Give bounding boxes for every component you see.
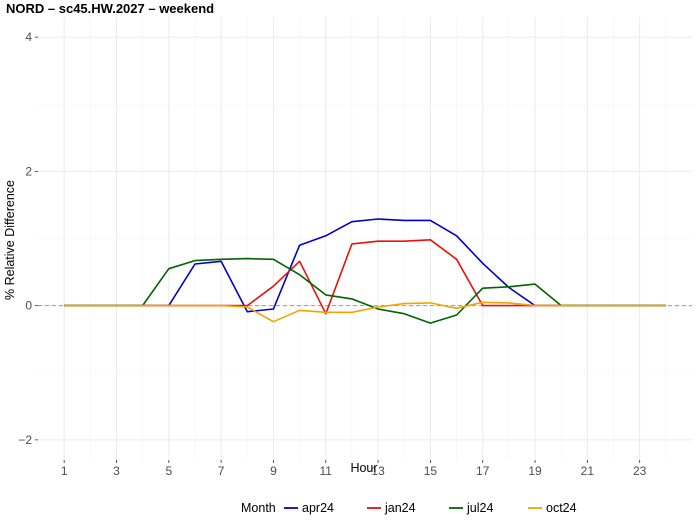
x-tick-label: 7 bbox=[218, 464, 225, 478]
grid bbox=[38, 17, 692, 460]
x-tick-label: 5 bbox=[165, 464, 172, 478]
series-line-apr24 bbox=[64, 218, 666, 313]
y-tick-label: −2 bbox=[18, 433, 32, 447]
x-tick-label: 21 bbox=[581, 464, 595, 478]
x-tick-label: 15 bbox=[424, 464, 438, 478]
legend-label-jul24: jul24 bbox=[466, 501, 493, 515]
x-tick-label: 1 bbox=[61, 464, 68, 478]
x-tick-labels: 1 3 5 7 9 11 13 15 17 19 21 23 bbox=[61, 460, 647, 478]
series-lines bbox=[64, 218, 666, 324]
legend: Month apr24 jan24 jul24 oct24 bbox=[241, 501, 577, 515]
x-axis-title: Hour bbox=[350, 461, 377, 475]
x-tick-label: 3 bbox=[113, 464, 120, 478]
y-tick-labels: −2 0 2 4 bbox=[18, 30, 38, 447]
y-tick-label: 0 bbox=[25, 299, 32, 313]
y-tick-label: 2 bbox=[25, 164, 32, 178]
x-tick-label: 13 bbox=[371, 464, 385, 478]
legend-title: Month bbox=[241, 501, 276, 515]
y-axis-title: % Relative Difference bbox=[3, 180, 17, 300]
legend-label-jan24: jan24 bbox=[384, 501, 416, 515]
series-line-jul24 bbox=[64, 257, 666, 324]
x-tick-label: 11 bbox=[320, 464, 333, 478]
series-line-oct24 bbox=[64, 301, 666, 323]
legend-label-apr24: apr24 bbox=[302, 501, 334, 515]
x-tick-label: 17 bbox=[476, 464, 490, 478]
legend-label-oct24: oct24 bbox=[546, 501, 577, 515]
series-line-jan24 bbox=[64, 239, 666, 315]
chart-title: NORD – sc45.HW.2027 – weekend bbox=[6, 1, 214, 16]
x-tick-label: 23 bbox=[633, 464, 647, 478]
x-tick-label: 19 bbox=[528, 464, 542, 478]
x-tick-label: 9 bbox=[270, 464, 277, 478]
y-tick-label: 4 bbox=[25, 30, 32, 44]
